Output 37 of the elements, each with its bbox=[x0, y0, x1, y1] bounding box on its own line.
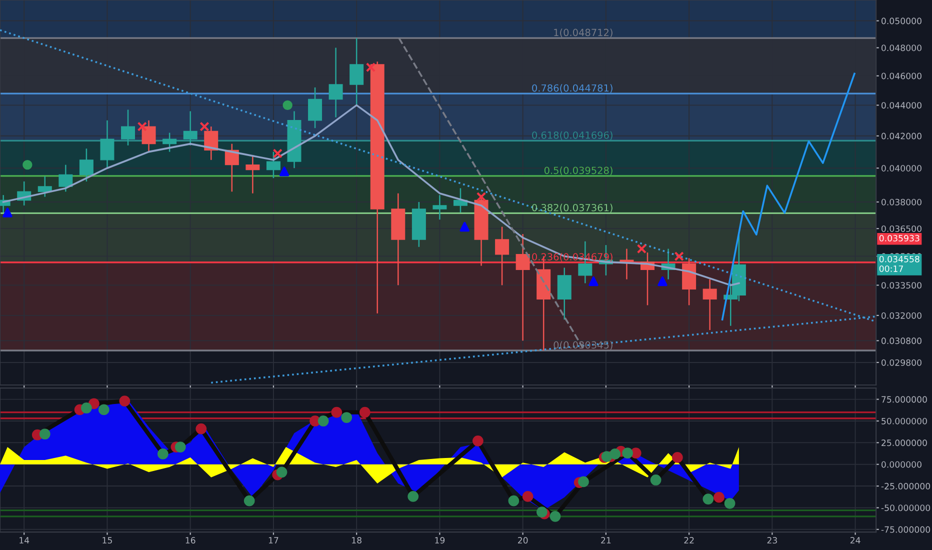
x-tick-label: 18 bbox=[352, 537, 362, 544]
y-tick-label: 0.030800 bbox=[882, 338, 922, 344]
y-tick-label: -25.000000 bbox=[881, 482, 930, 490]
x-tick-label: 19 bbox=[435, 537, 445, 544]
y-tick-label: -50.000000 bbox=[881, 504, 930, 512]
y-tick-label: 0.029800 bbox=[882, 359, 922, 366]
ref-line-label: 0.618(0.041696) bbox=[532, 131, 612, 140]
y-tick-label: 25.000000 bbox=[882, 440, 927, 446]
y-tick-label: 0.046000 bbox=[882, 72, 922, 80]
ref-line-label: 1(0.048712) bbox=[554, 28, 612, 38]
x-tick-label: 21 bbox=[601, 537, 611, 544]
y-tick-label: 0.042000 bbox=[882, 132, 922, 140]
y-tick-label: 0.032000 bbox=[882, 312, 922, 319]
annotation: 0.035933 bbox=[879, 234, 920, 242]
y-tick-label: 0.048000 bbox=[882, 44, 922, 52]
y-tick-label: 50.000000 bbox=[882, 418, 927, 424]
x-tick-label: 22 bbox=[684, 537, 694, 544]
x-tick-label: 17 bbox=[268, 537, 278, 544]
ref-line-label: 0.382(0.037361) bbox=[532, 204, 612, 212]
x-tick-label: 16 bbox=[186, 537, 196, 544]
y-tick-label: 0.036500 bbox=[882, 225, 922, 232]
ref-line-label: 0.786(0.044781) bbox=[532, 84, 612, 93]
x-tick-label: 23 bbox=[767, 537, 777, 544]
y-tick-label: 0.033500 bbox=[882, 282, 922, 289]
y-tick-label: 0.038000 bbox=[882, 198, 922, 206]
y-tick-label: -75.000000 bbox=[881, 526, 930, 533]
y-tick-label: 0.040000 bbox=[882, 165, 922, 172]
annotation: 0.034558 00:17 bbox=[879, 256, 920, 272]
y-tick-label: 0.050000 bbox=[882, 18, 922, 24]
x-tick-label: 15 bbox=[102, 537, 112, 544]
y-tick-label: 75.000000 bbox=[882, 396, 927, 403]
x-tick-label: 14 bbox=[20, 537, 30, 544]
ref-line-label: 0.5(0.039528) bbox=[544, 166, 612, 176]
x-tick-label: 20 bbox=[518, 537, 528, 544]
x-tick-label: 24 bbox=[850, 537, 860, 544]
y-tick-label: 0.000000 bbox=[882, 461, 922, 468]
y-tick-label: 0.044000 bbox=[882, 102, 922, 109]
